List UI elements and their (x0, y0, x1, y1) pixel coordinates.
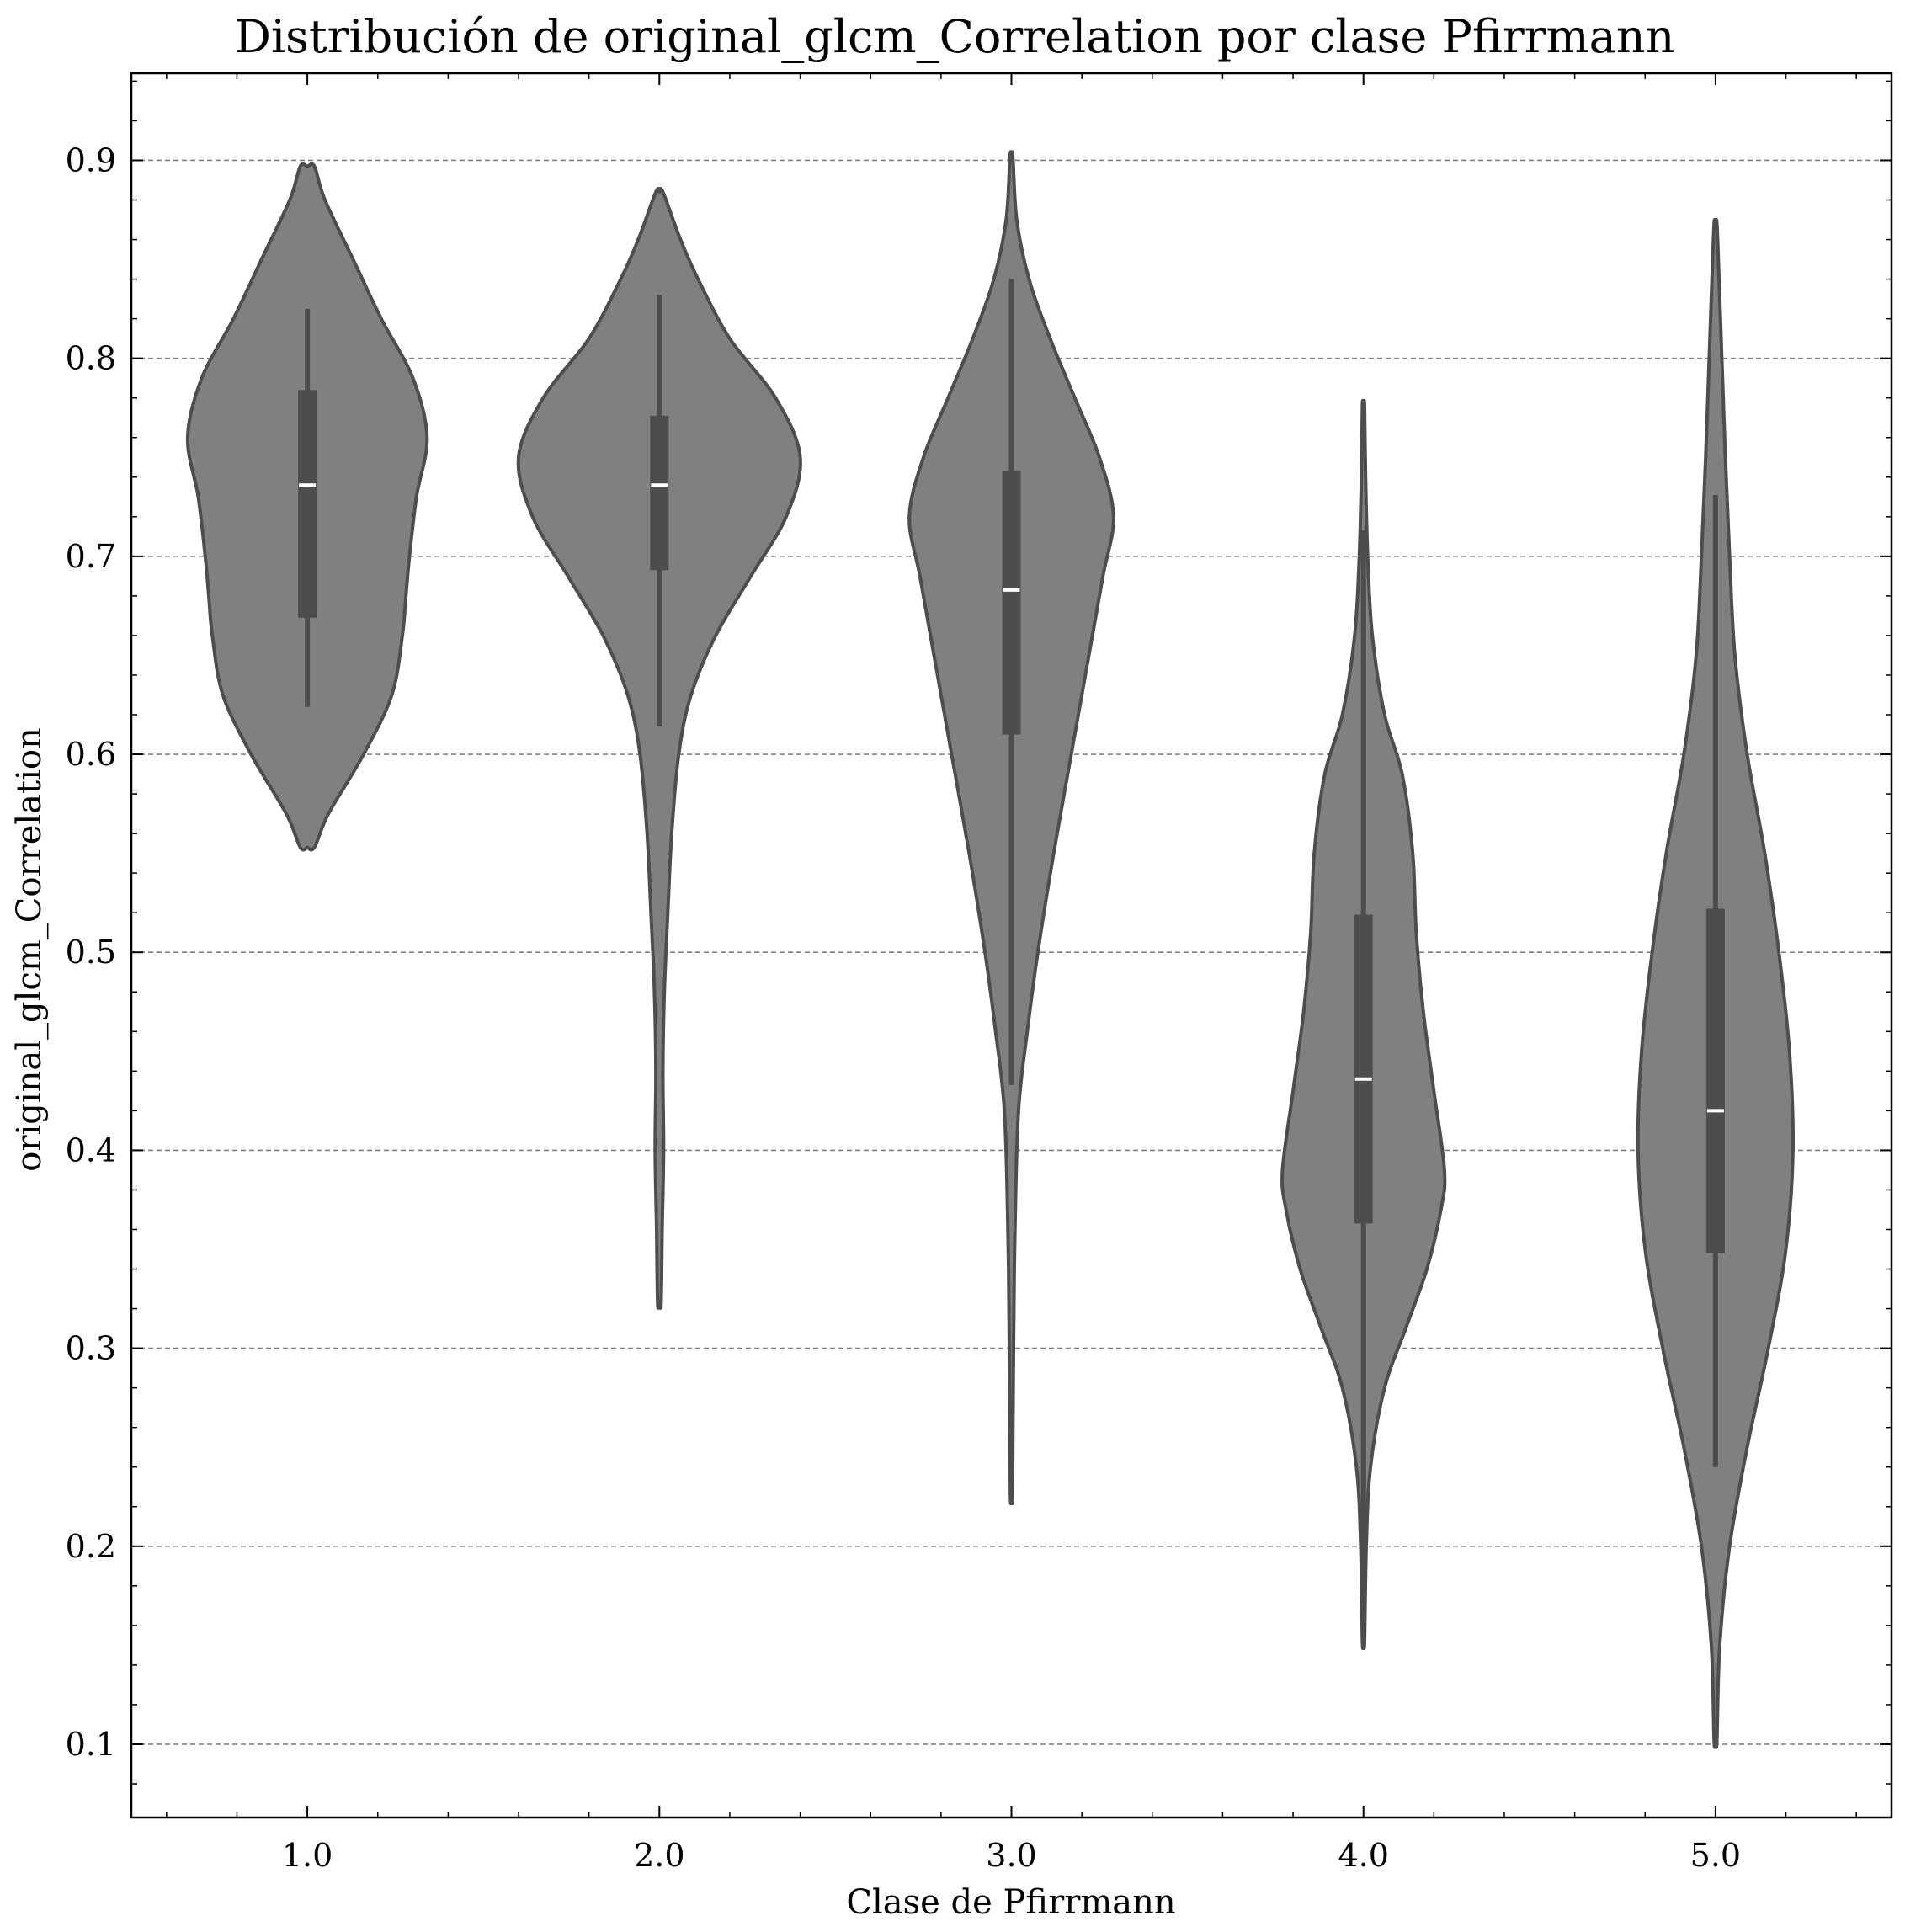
y-tick-label: 0.5 (66, 934, 116, 971)
y-tick-label: 0.9 (66, 141, 116, 178)
x-axis-label: Clase de Pfirrmann (846, 1883, 1175, 1922)
violin-3.0 (907, 150, 1115, 1505)
violin-iqr-box (298, 390, 317, 618)
plot-frame (130, 72, 1893, 1819)
x-tick-label: 3.0 (986, 1837, 1036, 1874)
violin-body (516, 186, 802, 1310)
y-axis-label: original_glcm_Correlation (10, 727, 49, 1171)
violin-4.0 (1280, 398, 1447, 1650)
y-tick-label: 0.1 (66, 1726, 116, 1763)
violin-5.0 (1636, 217, 1796, 1749)
y-tick-label: 0.8 (66, 340, 116, 377)
y-tick-label: 0.4 (66, 1131, 116, 1168)
x-tick-label: 5.0 (1690, 1837, 1741, 1874)
y-tick-label: 0.6 (66, 736, 116, 773)
axis-ticks (131, 73, 1892, 1818)
y-tick-label: 0.2 (66, 1528, 116, 1565)
x-tick-label: 2.0 (634, 1837, 684, 1874)
y-tick-label: 0.3 (66, 1330, 116, 1367)
x-tick-label: 4.0 (1338, 1837, 1388, 1874)
x-tick-labels: 1.0 2.0 3.0 4.0 5.0 (282, 1837, 1741, 1874)
y-tick-labels: 0.1 0.2 0.3 0.4 0.5 0.6 0.7 0.8 0.9 (66, 141, 116, 1762)
violin-iqr-box (1002, 471, 1021, 735)
violin-iqr-box (1354, 914, 1373, 1224)
violin-2.0 (516, 186, 802, 1310)
violins (185, 150, 1796, 1749)
chart-title: Distribución de original_glcm_Correlatio… (235, 10, 1675, 63)
violin-iqr-box (650, 415, 669, 571)
violin-iqr-box (1705, 908, 1725, 1253)
violin-1.0 (185, 162, 429, 852)
x-tick-label: 1.0 (282, 1837, 333, 1874)
y-tick-label: 0.7 (66, 538, 116, 575)
